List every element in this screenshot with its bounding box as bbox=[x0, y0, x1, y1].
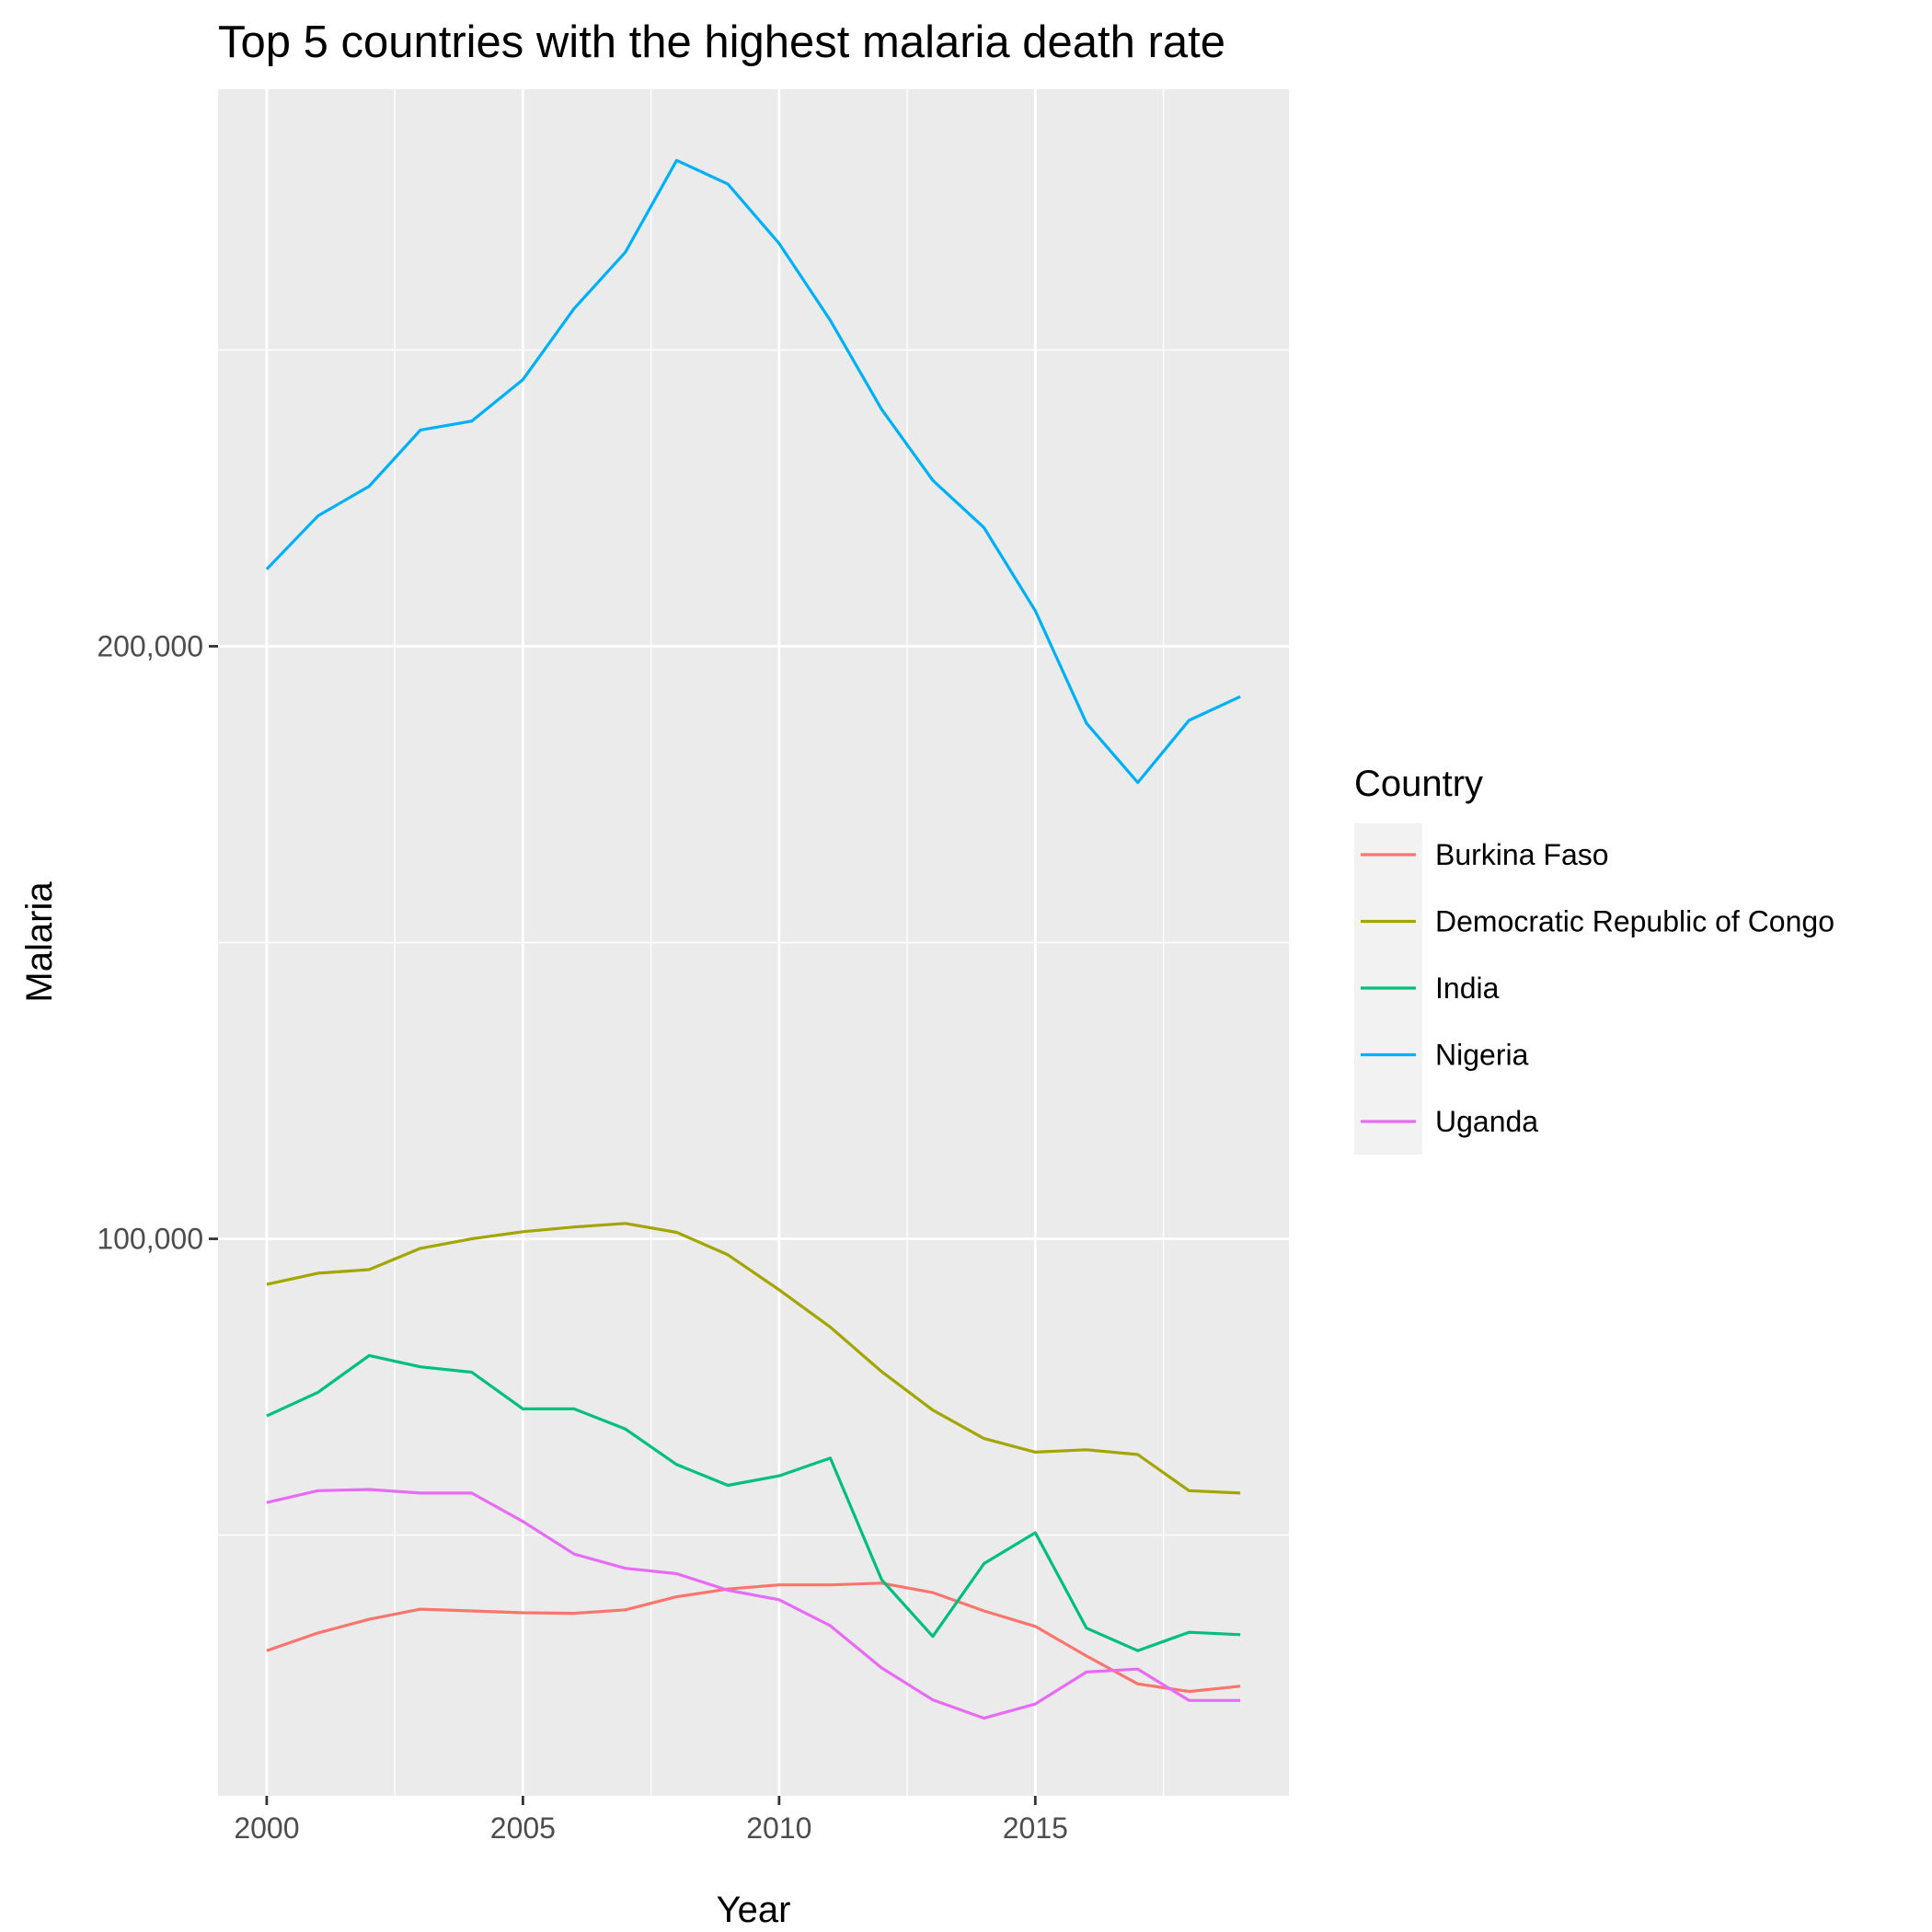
series-lines bbox=[265, 158, 1241, 1720]
x-tick-label: 2010 bbox=[746, 1811, 811, 1845]
series-line-india bbox=[266, 1353, 1241, 1652]
series-line-democratic-republic-of-congo bbox=[266, 1222, 1241, 1495]
major-gridlines bbox=[218, 89, 1289, 1796]
legend-label-uganda: Uganda bbox=[1435, 1105, 1538, 1138]
chart-title: Top 5 countries with the highest malaria… bbox=[218, 17, 1225, 67]
y-axis: 100,000 200,000 bbox=[97, 629, 218, 1256]
legend-title: Country bbox=[1354, 764, 1483, 804]
legend-items: Burkina Faso Democratic Republic of Congo… bbox=[1361, 838, 1834, 1138]
legend: Country Burkina Faso Democratic Republic … bbox=[1354, 764, 1834, 1155]
legend-label-burkina-faso: Burkina Faso bbox=[1435, 838, 1609, 871]
y-tick-label: 200,000 bbox=[97, 629, 203, 662]
x-tick-label: 2005 bbox=[490, 1811, 556, 1845]
x-axis: 2000 2005 2010 2015 bbox=[234, 1796, 1068, 1845]
x-axis-title: Year bbox=[717, 1890, 791, 1930]
series-line-burkina-faso bbox=[266, 1581, 1241, 1694]
x-tick-label: 2000 bbox=[234, 1811, 299, 1845]
legend-label-india: India bbox=[1435, 972, 1500, 1005]
legend-label-nigeria: Nigeria bbox=[1435, 1039, 1529, 1072]
legend-label-democratic-republic-of-congo: Democratic Republic of Congo bbox=[1435, 905, 1834, 938]
y-tick-label: 100,000 bbox=[97, 1223, 203, 1256]
minor-gridlines bbox=[218, 89, 1289, 1796]
x-tick-label: 2015 bbox=[1003, 1811, 1068, 1845]
y-axis-title: Malaria bbox=[19, 881, 60, 1003]
series-line-nigeria bbox=[265, 158, 1241, 785]
series-line-uganda bbox=[266, 1488, 1241, 1720]
